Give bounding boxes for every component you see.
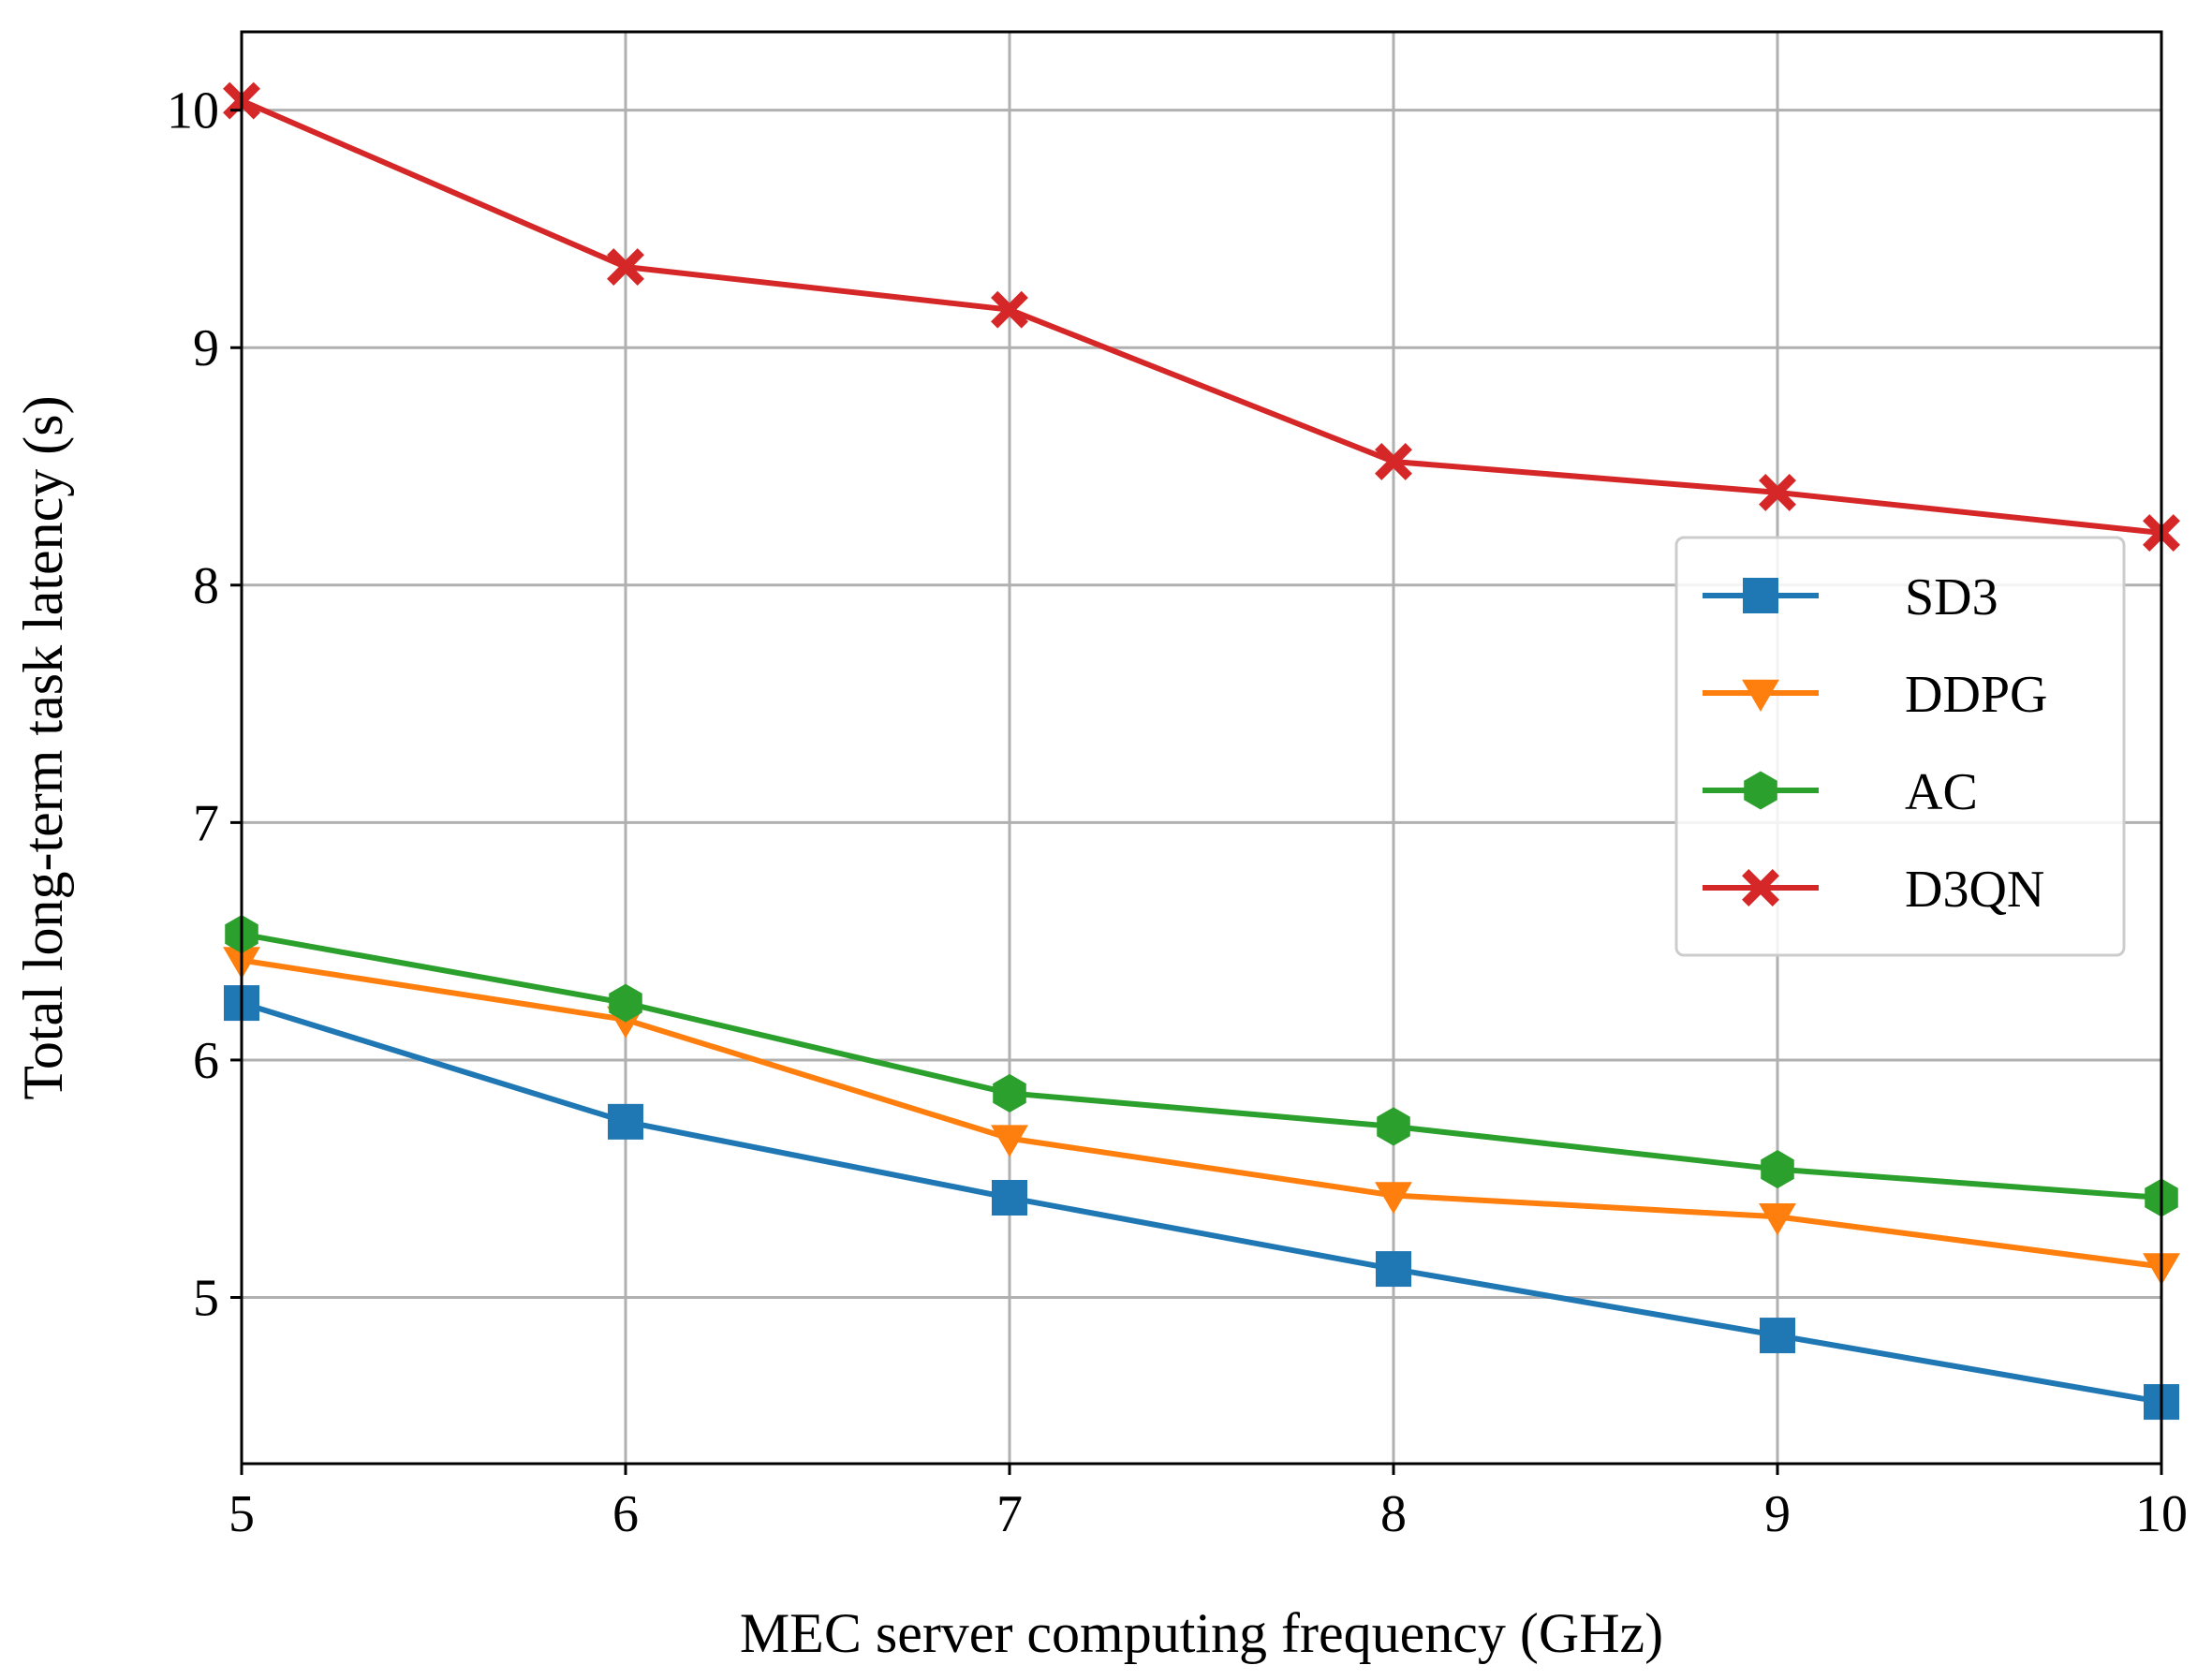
legend-label: D3QN <box>1905 861 2044 919</box>
data-point-d3qn <box>1759 473 1796 511</box>
data-point-ac <box>993 1073 1026 1113</box>
series-line-d3qn <box>240 97 2162 537</box>
legend-item-sd3: SD3 <box>1703 568 1998 626</box>
data-point-ac <box>1377 1107 1410 1146</box>
legend-item-d3qn: D3QN <box>1703 861 2044 919</box>
data-point-ddpg <box>991 1125 1028 1157</box>
series-layer <box>223 81 2180 1421</box>
y-tick-label: 9 <box>193 319 219 377</box>
data-point-ac <box>609 983 642 1023</box>
series-line-ddpg <box>241 957 2162 1270</box>
data-point-sd3 <box>608 1103 643 1140</box>
plot-frame <box>240 30 2163 1466</box>
data-point-d3qn <box>1375 443 1412 480</box>
data-point-d3qn <box>607 248 644 286</box>
legend-label: AC <box>1905 763 1978 821</box>
series-ac <box>225 915 2178 1217</box>
legend-marker <box>1742 869 1779 906</box>
data-point-ddpg <box>1759 1203 1796 1236</box>
y-tick-label: 10 <box>167 82 219 140</box>
legend-marker <box>1743 578 1778 613</box>
tick-layer: 5 6 7 8 9 10 5 6 7 8 9 10 <box>167 82 2188 1543</box>
y-tick-label: 8 <box>193 557 219 615</box>
legend-item-ddpg: DDPG <box>1703 666 2047 724</box>
y-tick-label: 7 <box>193 794 219 852</box>
x-tick-label: 9 <box>1764 1485 1791 1543</box>
x-tick-label: 10 <box>2135 1485 2188 1543</box>
data-point-sd3 <box>992 1180 1027 1216</box>
data-point-ddpg <box>1375 1182 1412 1215</box>
legend-label: DDPG <box>1905 666 2047 724</box>
x-tick-label: 7 <box>996 1485 1023 1543</box>
data-point-d3qn <box>991 290 1028 329</box>
y-tick-label: 6 <box>193 1032 219 1090</box>
legend: SD3 DDPG AC D3QN <box>1674 536 2126 957</box>
series-line-ac <box>241 931 2162 1201</box>
series-line-sd3 <box>241 1000 2162 1406</box>
data-point-sd3 <box>1376 1251 1411 1288</box>
data-point-ac <box>1761 1150 1794 1189</box>
y-tick-label: 5 <box>193 1270 219 1328</box>
data-point-sd3 <box>1760 1318 1795 1354</box>
x-tick-label: 8 <box>1380 1485 1407 1543</box>
series-d3qn <box>223 81 2180 552</box>
legend-box <box>1674 536 2126 957</box>
legend-item-ac: AC <box>1703 763 1978 821</box>
legend-marker <box>1742 679 1779 712</box>
x-tick-label: 6 <box>612 1485 639 1543</box>
x-tick-label: 5 <box>229 1485 255 1543</box>
y-axis-label: Total long-term task latency (s) <box>12 395 74 1099</box>
x-axis-label: MEC server computing frequency (GHz) <box>740 1602 1663 1664</box>
series-sd3 <box>224 985 2179 1421</box>
legend-marker <box>1744 771 1777 810</box>
legend-label: SD3 <box>1905 568 1998 626</box>
